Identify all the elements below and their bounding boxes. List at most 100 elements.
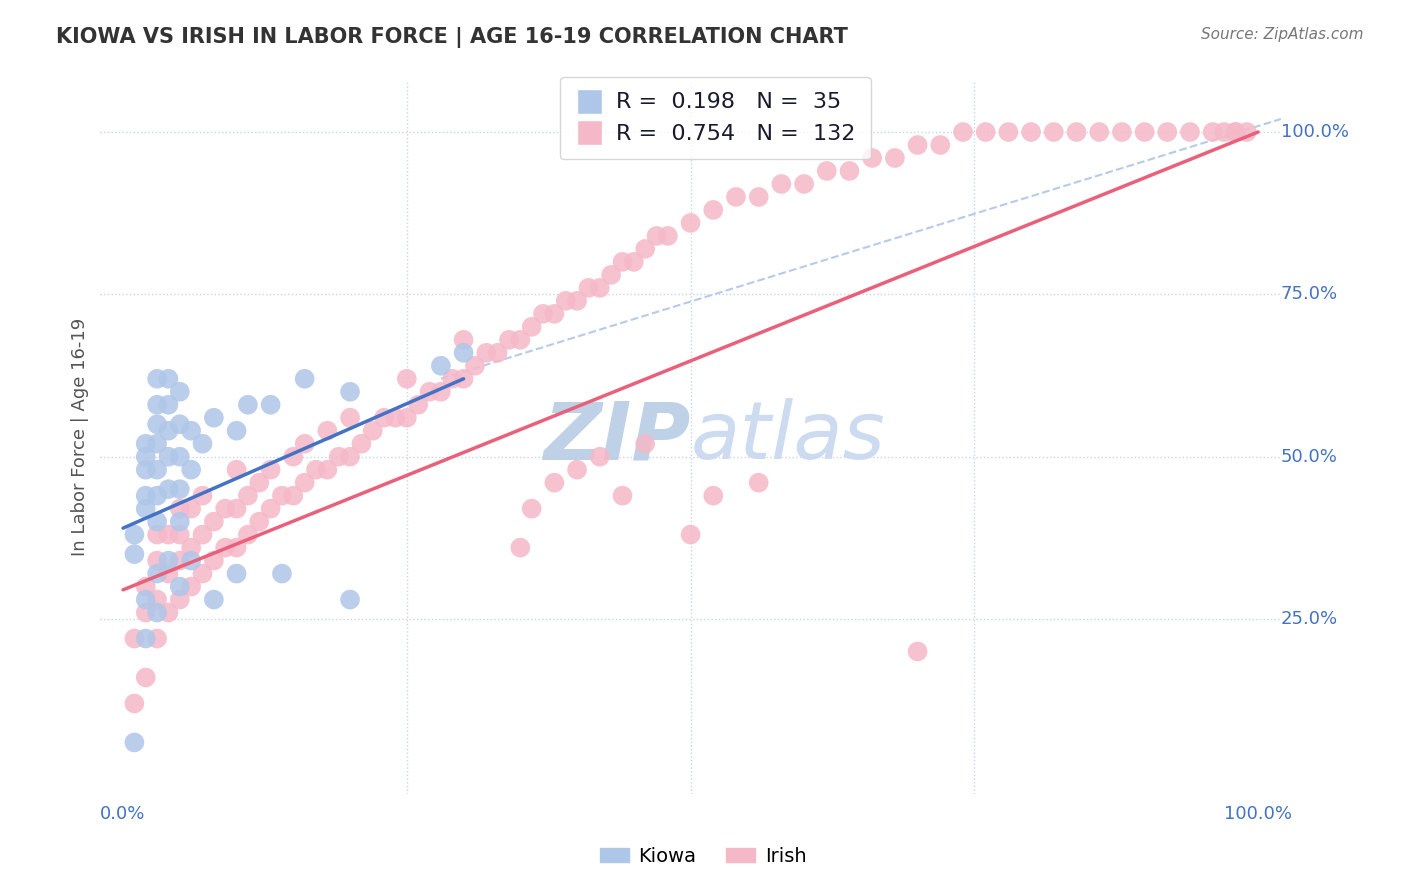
- Point: [453, 346, 475, 360]
- Point: [169, 501, 191, 516]
- Point: [283, 450, 305, 464]
- Point: [271, 566, 294, 581]
- Point: [169, 417, 191, 432]
- Point: [146, 553, 169, 567]
- Point: [634, 242, 657, 256]
- Point: [135, 489, 157, 503]
- Point: [748, 190, 770, 204]
- Point: [770, 177, 793, 191]
- Point: [509, 541, 531, 555]
- Point: [214, 541, 236, 555]
- Point: [294, 475, 316, 490]
- Point: [157, 527, 180, 541]
- Legend: R =  0.198   N =  35, R =  0.754   N =  132: R = 0.198 N = 35, R = 0.754 N = 132: [560, 77, 870, 159]
- Point: [1043, 125, 1066, 139]
- Point: [952, 125, 974, 139]
- Point: [997, 125, 1019, 139]
- Point: [236, 398, 259, 412]
- Point: [236, 527, 259, 541]
- Point: [202, 553, 225, 567]
- Point: [283, 489, 305, 503]
- Point: [124, 735, 146, 749]
- Text: 100.0%: 100.0%: [1281, 123, 1348, 141]
- Point: [565, 463, 588, 477]
- Point: [430, 359, 453, 373]
- Point: [1213, 125, 1236, 139]
- Legend: Kiowa, Irish: Kiowa, Irish: [592, 838, 814, 873]
- Point: [157, 553, 180, 567]
- Point: [146, 463, 169, 477]
- Point: [520, 319, 543, 334]
- Point: [316, 463, 339, 477]
- Point: [509, 333, 531, 347]
- Point: [259, 463, 281, 477]
- Point: [146, 566, 169, 581]
- Text: KIOWA VS IRISH IN LABOR FORCE | AGE 16-19 CORRELATION CHART: KIOWA VS IRISH IN LABOR FORCE | AGE 16-1…: [56, 27, 848, 48]
- Point: [1236, 125, 1258, 139]
- Point: [146, 398, 169, 412]
- Point: [679, 527, 702, 541]
- Point: [202, 515, 225, 529]
- Point: [191, 489, 214, 503]
- Point: [589, 450, 612, 464]
- Point: [259, 398, 281, 412]
- Point: [146, 436, 169, 450]
- Point: [724, 190, 747, 204]
- Point: [1156, 125, 1178, 139]
- Point: [236, 489, 259, 503]
- Point: [623, 255, 645, 269]
- Point: [146, 515, 169, 529]
- Point: [202, 410, 225, 425]
- Point: [225, 566, 247, 581]
- Point: [384, 410, 406, 425]
- Point: [1088, 125, 1111, 139]
- Point: [135, 592, 157, 607]
- Text: 75.0%: 75.0%: [1281, 285, 1339, 303]
- Point: [453, 372, 475, 386]
- Point: [180, 553, 202, 567]
- Text: 25.0%: 25.0%: [1281, 610, 1339, 628]
- Point: [974, 125, 997, 139]
- Point: [464, 359, 486, 373]
- Point: [395, 372, 418, 386]
- Point: [373, 410, 395, 425]
- Point: [441, 372, 464, 386]
- Point: [124, 527, 146, 541]
- Point: [214, 501, 236, 516]
- Point: [406, 398, 429, 412]
- Point: [430, 384, 453, 399]
- Point: [135, 463, 157, 477]
- Point: [157, 482, 180, 496]
- Point: [339, 384, 361, 399]
- Point: [135, 671, 157, 685]
- Point: [157, 606, 180, 620]
- Point: [169, 580, 191, 594]
- Point: [395, 410, 418, 425]
- Point: [418, 384, 440, 399]
- Point: [634, 436, 657, 450]
- Point: [135, 501, 157, 516]
- Point: [498, 333, 520, 347]
- Point: [135, 580, 157, 594]
- Point: [247, 475, 270, 490]
- Point: [1019, 125, 1042, 139]
- Point: [1133, 125, 1156, 139]
- Point: [124, 697, 146, 711]
- Point: [225, 424, 247, 438]
- Point: [191, 527, 214, 541]
- Point: [1111, 125, 1133, 139]
- Point: [361, 424, 384, 438]
- Point: [702, 489, 724, 503]
- Point: [146, 372, 169, 386]
- Point: [169, 515, 191, 529]
- Point: [169, 527, 191, 541]
- Point: [1178, 125, 1201, 139]
- Point: [191, 566, 214, 581]
- Point: [169, 482, 191, 496]
- Point: [883, 151, 905, 165]
- Point: [339, 410, 361, 425]
- Point: [180, 501, 202, 516]
- Point: [225, 541, 247, 555]
- Point: [531, 307, 554, 321]
- Point: [1225, 125, 1247, 139]
